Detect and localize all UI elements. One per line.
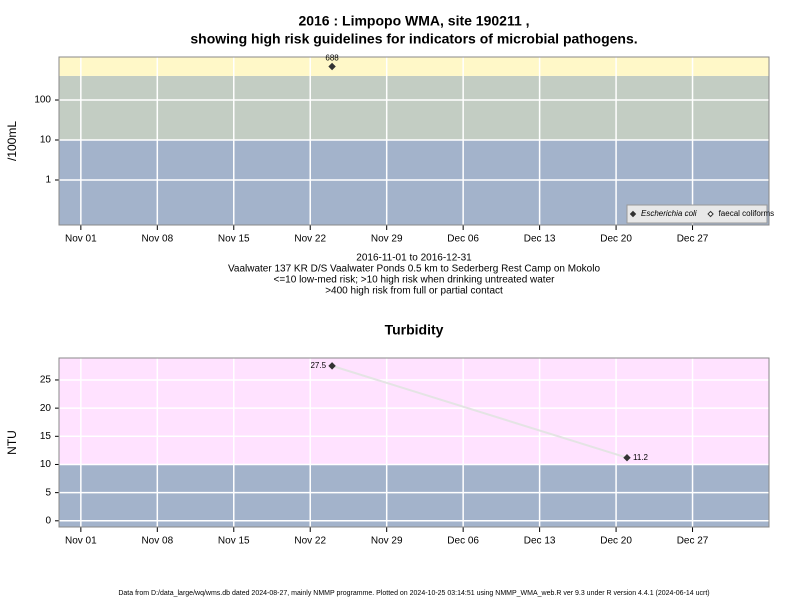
y-tick-label: 10	[40, 459, 52, 470]
x-tick-label: Dec 27	[677, 536, 709, 547]
y-tick-label: 100	[34, 95, 51, 106]
data-label: 688	[325, 54, 339, 63]
x-tick-label: Nov 08	[141, 234, 173, 245]
data-point	[623, 454, 631, 462]
x-tick-label: Dec 27	[677, 234, 709, 245]
x-tick-label: Nov 15	[218, 234, 250, 245]
legend-label: faecal coliforms	[719, 209, 775, 218]
chart-title: 2016 : Limpopo WMA, site 190211 ,	[298, 13, 529, 29]
series-line	[331, 364, 628, 459]
data-point	[328, 362, 336, 370]
chart-note: Vaalwater 137 KR D/S Vaalwater Ponds 0.5…	[228, 264, 600, 275]
risk-band	[59, 464, 769, 527]
legend-marker	[707, 210, 714, 218]
x-tick-label: Nov 01	[65, 536, 97, 547]
x-tick-label: Dec 20	[600, 234, 632, 245]
x-tick-label: Nov 29	[371, 536, 403, 547]
x-tick-label: Nov 29	[371, 234, 403, 245]
x-tick-label: Dec 20	[600, 536, 632, 547]
y-tick-label: 5	[45, 487, 51, 498]
data-label: 11.2	[633, 453, 649, 462]
footer: Data from D:/data_large/wq/wms.db dated …	[118, 590, 709, 597]
y-tick-label: 15	[40, 431, 52, 442]
legend-label: Escherichia coli	[641, 209, 697, 218]
risk-band	[59, 358, 769, 465]
x-tick-label: Nov 15	[218, 536, 250, 547]
x-tick-label: Nov 22	[294, 536, 326, 547]
x-tick-label: Nov 08	[141, 536, 173, 547]
y-tick-label: 10	[40, 135, 52, 146]
plot-frame	[58, 56, 770, 226]
chart-note: 2016-11-01 to 2016-12-31	[356, 253, 472, 264]
y-axis-label: /100mL	[5, 121, 19, 161]
chart-title: showing high risk guidelines for indicat…	[190, 31, 637, 47]
x-tick-label: Dec 06	[447, 536, 479, 547]
y-axis-label: NTU	[5, 430, 19, 455]
x-tick-label: Nov 01	[65, 234, 97, 245]
y-tick-label: 25	[40, 375, 52, 386]
chart-note: <=10 low-med risk; >10 high risk when dr…	[274, 275, 556, 286]
y-tick-label: 1	[45, 175, 51, 186]
data-label: 27.5	[310, 361, 326, 370]
legend-box	[626, 204, 768, 224]
risk-band	[59, 75, 769, 141]
risk-band	[59, 57, 769, 76]
x-tick-label: Nov 22	[294, 234, 326, 245]
x-tick-label: Dec 13	[524, 234, 556, 245]
y-tick-label: 0	[45, 515, 51, 526]
chart-note: >400 high risk from full or partial cont…	[325, 286, 503, 297]
plot-frame	[58, 357, 770, 528]
legend-marker	[629, 210, 637, 218]
data-point	[328, 62, 336, 71]
x-tick-label: Dec 06	[447, 234, 479, 245]
x-tick-label: Dec 13	[524, 536, 556, 547]
y-tick-label: 20	[40, 403, 52, 414]
chart-title: Turbidity	[385, 322, 444, 338]
